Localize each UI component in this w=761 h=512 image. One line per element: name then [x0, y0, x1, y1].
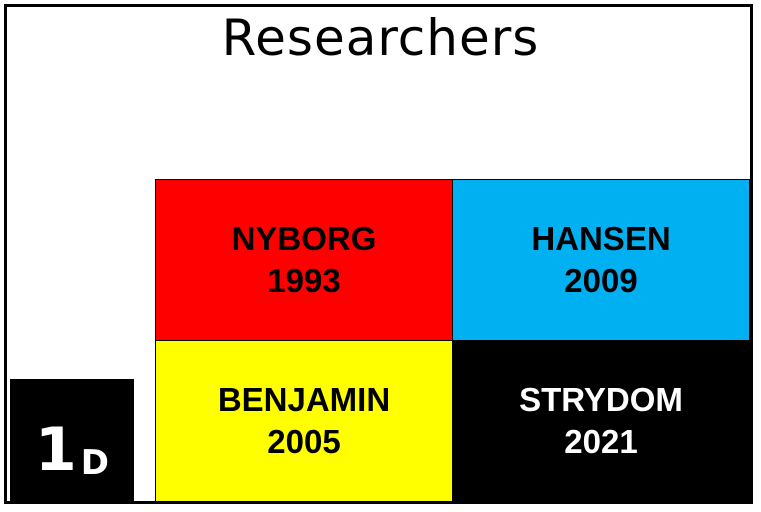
researcher-grid: NYBORG 1993 HANSEN 2009 BENJAMIN 2005 ST…: [155, 179, 750, 502]
researcher-name: BENJAMIN: [217, 381, 391, 418]
card-label-letter: D: [80, 443, 109, 483]
researcher-cell-nyborg: NYBORG 1993: [156, 180, 453, 341]
researcher-cell-benjamin: BENJAMIN 2005: [156, 341, 453, 501]
researcher-year: 2005: [267, 423, 341, 460]
researcher-year: 2021: [564, 423, 638, 460]
researcher-name: HANSEN: [531, 220, 671, 257]
researcher-name: NYBORG: [231, 220, 377, 257]
researcher-year: 1993: [267, 262, 341, 299]
researcher-name: STRYDOM: [519, 381, 683, 418]
researcher-year: 2009: [564, 262, 638, 299]
researcher-cell-hansen: HANSEN 2009: [453, 180, 749, 341]
page-title: Researchers: [221, 9, 540, 67]
researcher-cell-strydom: STRYDOM 2021: [453, 341, 749, 501]
card-label-number: 1: [35, 415, 77, 485]
